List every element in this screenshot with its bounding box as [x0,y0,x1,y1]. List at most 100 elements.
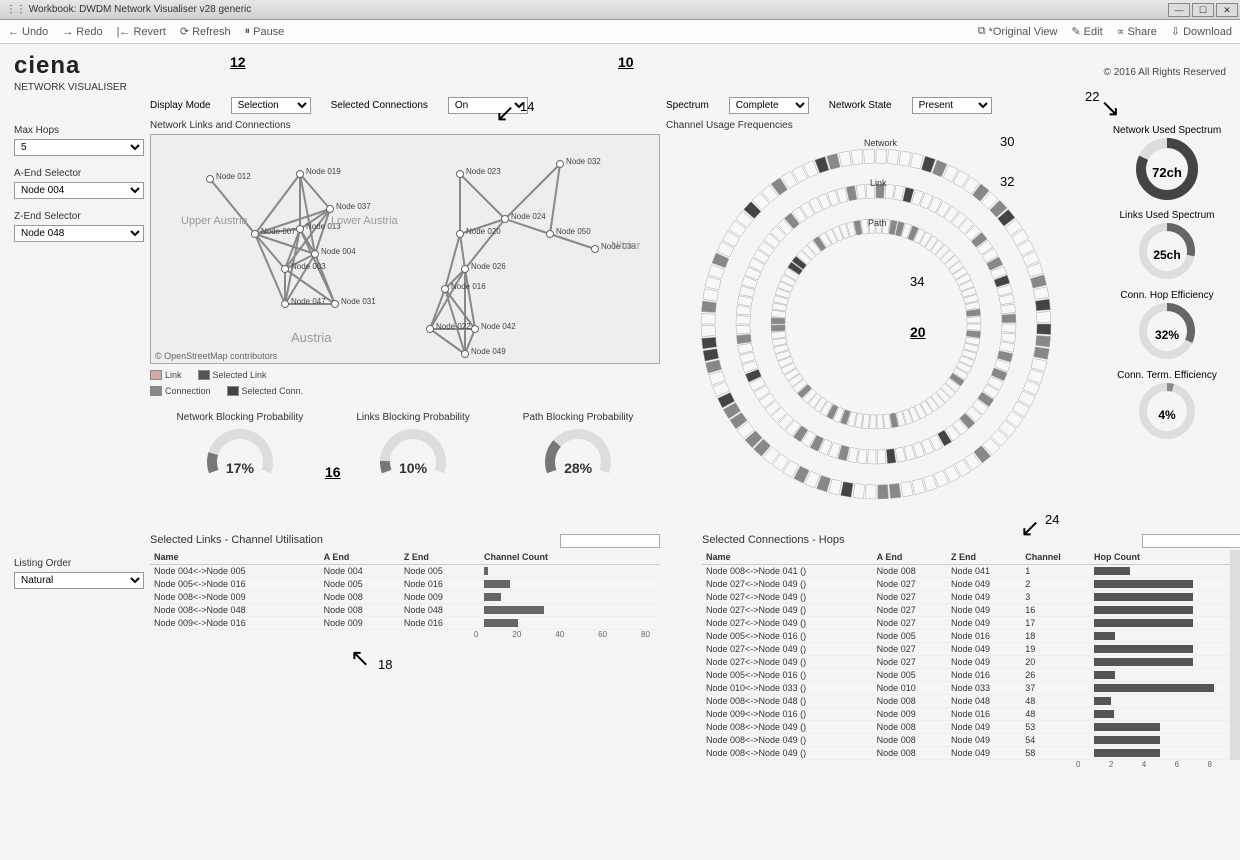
table-row[interactable]: Node 008<->Node 049 ()Node 008Node 04953 [702,721,1230,734]
close-button[interactable]: ✕ [1216,3,1238,17]
max-hops-control: Max Hops 5 [14,125,144,156]
map-node[interactable] [501,215,509,223]
network-map[interactable]: Node 012Node 019Node 023Node 032Node 037… [150,134,660,364]
table-row[interactable]: Node 027<->Node 049 ()Node 027Node 0493 [702,591,1230,604]
table-row[interactable]: Node 004<->Node 005Node 004Node 005 [150,565,660,578]
map-node[interactable] [441,285,449,293]
conn-th-channel[interactable]: Channel [1021,550,1090,565]
spectrum-select[interactable]: Complete [729,97,809,114]
table-row[interactable]: Node 008<->Node 009Node 008Node 009 [150,591,660,604]
listing-order-select[interactable]: Natural [14,572,144,589]
conn-table: Name A End Z End Channel Hop Count Node … [702,550,1230,760]
channel-usage-rings[interactable]: Network Link Path [686,134,1066,514]
links-th-name[interactable]: Name [150,550,320,565]
a-end-select[interactable]: Node 004 [14,182,144,199]
share-button[interactable]: ∝ Share [1117,25,1157,38]
map-node-label: Node 012 [216,172,251,181]
redo-button[interactable]: → Redo [62,26,102,38]
map-node-label: Node 047 [291,297,326,306]
display-mode-select[interactable]: Selection [231,97,311,114]
table-row[interactable]: Node 027<->Node 049 ()Node 027Node 04917 [702,617,1230,630]
table-row[interactable]: Node 027<->Node 049 ()Node 027Node 04919 [702,643,1230,656]
undo-button[interactable]: ← Undo [8,26,48,38]
map-node[interactable] [311,250,319,258]
max-hops-select[interactable]: 5 [14,139,144,156]
conn-th-name[interactable]: Name [702,550,873,565]
map-node-label: Node 016 [451,282,486,291]
map-node-label: Node 032 [566,157,601,166]
legend-link-swatch [150,370,162,380]
map-node[interactable] [591,245,599,253]
table-row[interactable]: Node 005<->Node 016 ()Node 005Node 01626 [702,669,1230,682]
map-node[interactable] [331,300,339,308]
links-th-zend[interactable]: Z End [400,550,480,565]
conn-table-search[interactable] [1142,534,1240,548]
map-node[interactable] [471,325,479,333]
arrow-24: ↙ [1020,514,1040,543]
map-node[interactable] [206,175,214,183]
refresh-button[interactable]: ⟳ Refresh [180,25,231,38]
ring-mid-label: Link [870,178,887,188]
map-node[interactable] [296,170,304,178]
ring-inner-label: Path [868,218,887,228]
table-row[interactable]: Node 005<->Node 016 ()Node 005Node 01618 [702,630,1230,643]
table-row[interactable]: Node 008<->Node 048 ()Node 008Node 04848 [702,695,1230,708]
map-node[interactable] [556,160,564,168]
map-node[interactable] [456,230,464,238]
legend-sellink-swatch [198,370,210,380]
network-blocking-value: 17% [177,460,304,476]
original-view-button[interactable]: ⧉ *Original View [978,25,1058,38]
map-node[interactable] [326,205,334,213]
map-node[interactable] [426,325,434,333]
table-row[interactable]: Node 008<->Node 049 ()Node 008Node 04958 [702,747,1230,760]
links-th-aend[interactable]: A End [320,550,400,565]
a-end-control: A-End Selector Node 004 [14,168,144,199]
map-node-label: Node 022 [436,322,471,331]
maximize-button[interactable]: ☐ [1192,3,1214,17]
path-blocking-label: Path Blocking Probability [523,412,634,423]
table-row[interactable]: Node 008<->Node 048Node 008Node 048 [150,604,660,617]
table-row[interactable]: Node 005<->Node 016Node 005Node 016 [150,578,660,591]
network-state-select[interactable]: Present [912,97,992,114]
map-node[interactable] [461,265,469,273]
table-row[interactable]: Node 008<->Node 041 ()Node 008Node 0411 [702,565,1230,578]
pause-button[interactable]: ⏸ Pause [245,25,285,38]
table-row[interactable]: Node 010<->Node 033 ()Node 010Node 03337 [702,682,1230,695]
table-row[interactable]: Node 009<->Node 016 ()Node 009Node 01648 [702,708,1230,721]
conn-th-hops[interactable]: Hop Count [1090,550,1230,565]
window-title: Workbook: DWDM Network Visualiser v28 ge… [29,4,251,15]
selected-conn-select[interactable]: On [448,97,528,114]
table-row[interactable]: Node 009<->Node 016Node 009Node 016 [150,617,660,630]
map-node[interactable] [456,170,464,178]
rings-title: Channel Usage Frequencies [666,120,1086,131]
links-spectrum-value: 25ch [1092,248,1240,262]
download-button[interactable]: ⇩ Download [1171,25,1232,38]
map-node[interactable] [296,225,304,233]
map-legend-2: Connection Selected Conn. [150,386,660,396]
table-row[interactable]: Node 008<->Node 049 ()Node 008Node 04954 [702,734,1230,747]
table-row[interactable]: Node 027<->Node 049 ()Node 027Node 0492 [702,578,1230,591]
map-node[interactable] [251,230,259,238]
map-node-label: Node 049 [471,347,506,356]
minimize-button[interactable]: — [1168,3,1190,17]
map-node[interactable] [461,350,469,358]
brand-subtitle: NETWORK VISUALISER [14,82,127,93]
app-icon: ⋮⋮ [6,4,26,15]
table-row[interactable]: Node 027<->Node 049 ()Node 027Node 04920 [702,656,1230,669]
z-end-select[interactable]: Node 048 [14,225,144,242]
table-row[interactable]: Node 027<->Node 049 ()Node 027Node 04916 [702,604,1230,617]
conn-table-scroll[interactable]: Name A End Z End Channel Hop Count Node … [702,550,1240,760]
arrow-14: ↙ [495,99,515,128]
map-node[interactable] [281,300,289,308]
links-table-search[interactable] [560,534,660,548]
links-th-count[interactable]: Channel Count [480,550,660,565]
links-spectrum-label: Links Used Spectrum [1092,210,1240,221]
conn-th-aend[interactable]: A End [873,550,947,565]
conn-th-zend[interactable]: Z End [947,550,1021,565]
map-node-label: Node 024 [511,212,546,221]
map-node[interactable] [281,265,289,273]
edit-button[interactable]: ✎ Edit [1071,25,1102,38]
network-state-label: Network State [829,100,892,111]
map-node[interactable] [546,230,554,238]
revert-button[interactable]: |← Revert [117,26,166,38]
